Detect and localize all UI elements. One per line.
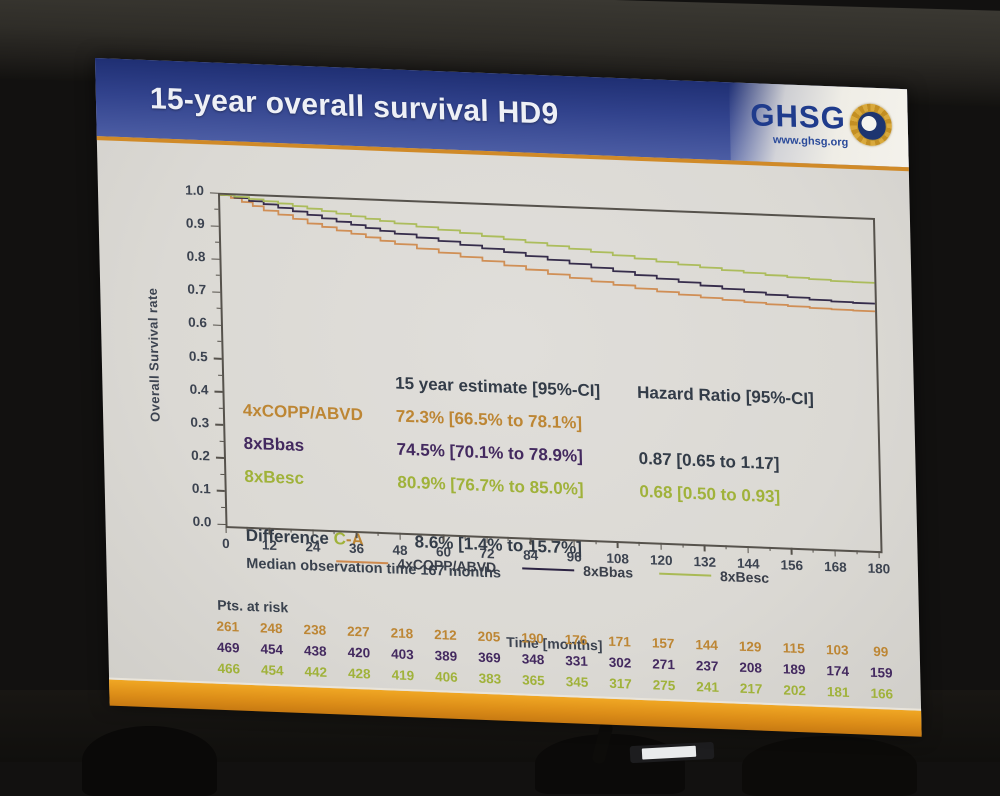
at-risk-count: 469 bbox=[216, 639, 240, 656]
at-risk-count: 348 bbox=[521, 651, 545, 668]
at-risk-count: 406 bbox=[434, 669, 458, 685]
plot-area bbox=[217, 192, 883, 554]
at-risk-count: 302 bbox=[608, 654, 632, 671]
at-risk-count: 208 bbox=[739, 659, 763, 676]
presentation-slide: 15-year overall survival HD9 GHSG www.gh… bbox=[95, 58, 922, 737]
at-risk-count: 129 bbox=[738, 638, 762, 655]
ghsg-logo-icon-center bbox=[856, 110, 888, 142]
at-risk-count: 189 bbox=[782, 661, 806, 678]
at-risk-count: 176 bbox=[564, 632, 588, 648]
at-risk-count: 365 bbox=[522, 672, 545, 689]
at-risk-count: 218 bbox=[390, 625, 414, 642]
curve-8xBesc bbox=[219, 194, 876, 284]
at-risk-count: 345 bbox=[565, 674, 589, 690]
at-risk-count: 157 bbox=[651, 635, 675, 652]
at-risk-count: 166 bbox=[870, 685, 894, 702]
phone-screen bbox=[641, 745, 697, 760]
page-title: 15-year overall survival HD9 bbox=[149, 82, 559, 131]
at-risk-count: 237 bbox=[695, 658, 719, 674]
curve-8xBbas bbox=[219, 194, 876, 305]
at-risk-count: 159 bbox=[869, 664, 893, 681]
ghsg-logo-text: GHSG bbox=[750, 97, 847, 136]
patients-at-risk-table: Pts. at risk 261 248 238 227 218 212 205 190 176… bbox=[97, 140, 922, 735]
at-risk-count: 454 bbox=[260, 641, 284, 658]
ghsg-logo-icon bbox=[849, 102, 893, 147]
at-risk-count: 454 bbox=[260, 662, 284, 679]
at-risk-count: 238 bbox=[303, 622, 327, 638]
at-risk-count: 331 bbox=[565, 653, 588, 669]
at-risk-count: 369 bbox=[478, 649, 501, 666]
at-risk-count: 212 bbox=[434, 627, 457, 643]
logo-panel: GHSG www.ghsg.org bbox=[729, 82, 909, 168]
audience-head-silhouette bbox=[742, 736, 917, 796]
at-risk-count: 442 bbox=[304, 664, 328, 680]
audience-head-silhouette bbox=[535, 734, 685, 794]
at-risk-count: 174 bbox=[826, 663, 850, 679]
at-risk-count: 271 bbox=[652, 656, 676, 673]
at-risk-count: 428 bbox=[347, 665, 371, 682]
at-risk-count: 202 bbox=[783, 682, 807, 699]
at-risk-count: 261 bbox=[216, 618, 240, 635]
at-risk-count: 438 bbox=[303, 643, 327, 659]
at-risk-count: 103 bbox=[825, 642, 849, 658]
at-risk-count: 275 bbox=[652, 677, 676, 694]
at-risk-count: 144 bbox=[695, 637, 719, 653]
at-risk-count: 317 bbox=[609, 675, 632, 692]
at-risk-count: 419 bbox=[391, 667, 415, 684]
at-risk-count: 403 bbox=[390, 646, 414, 663]
at-risk-label: Pts. at risk bbox=[217, 596, 289, 616]
conference-photo: { "slide": { "title": "15-year overall s… bbox=[0, 0, 1000, 764]
at-risk-count: 99 bbox=[873, 643, 889, 660]
at-risk-count: 466 bbox=[217, 660, 241, 677]
at-risk-count: 241 bbox=[696, 679, 720, 695]
at-risk-count: 190 bbox=[521, 630, 544, 647]
survival-curves bbox=[219, 194, 876, 313]
at-risk-count: 181 bbox=[826, 684, 850, 700]
at-risk-count: 227 bbox=[346, 623, 370, 640]
at-risk-count: 217 bbox=[739, 680, 763, 697]
at-risk-count: 389 bbox=[434, 648, 458, 664]
audience-head-silhouette bbox=[82, 726, 217, 796]
at-risk-count: 205 bbox=[477, 628, 501, 645]
at-risk-count: 383 bbox=[478, 670, 502, 687]
at-risk-count: 248 bbox=[259, 620, 283, 637]
at-risk-count: 171 bbox=[608, 633, 632, 650]
curve-4xCOPP/ABVD bbox=[219, 194, 876, 313]
at-risk-count: 115 bbox=[782, 640, 805, 657]
at-risk-count: 420 bbox=[347, 644, 371, 661]
survival-chart: Overall Survival rate Time [months] 15 y… bbox=[97, 140, 921, 709]
ghsg-logo-url: www.ghsg.org bbox=[772, 134, 849, 149]
